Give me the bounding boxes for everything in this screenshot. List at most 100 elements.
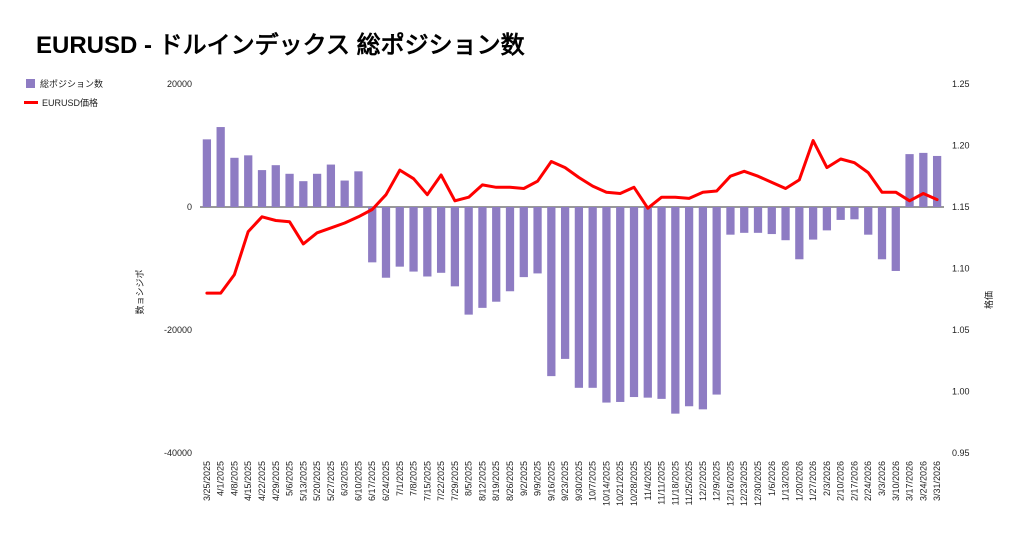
bar (202, 139, 212, 207)
x-tick-label: 6/3/2025 (340, 461, 350, 496)
legend-label-line: EURUSD価格 (42, 97, 98, 108)
price-line (205, 139, 939, 295)
bar (767, 207, 776, 235)
chart-title: EURUSD - ドルインデックス 総ポジション数 (36, 31, 526, 59)
x-tick-label: 9/23/2025 (560, 461, 570, 501)
bar (671, 207, 680, 414)
left-tick-label: 20000 (167, 79, 192, 89)
x-tick-label: 10/28/2025 (629, 461, 639, 506)
right-tick-label: 1.20 (952, 141, 970, 151)
x-tick-label: 5/6/2025 (285, 461, 295, 496)
x-tick-label: 3/10/2026 (891, 461, 901, 501)
bar (753, 207, 763, 233)
right-tick-label: 0.95 (952, 448, 970, 458)
x-tick-label: 1/20/2026 (794, 461, 804, 501)
x-tick-label: 12/9/2025 (712, 461, 722, 501)
bar (712, 207, 721, 395)
x-tick-label: 6/24/2025 (381, 461, 391, 501)
bar (423, 207, 432, 277)
x-tick-label: 3/24/2026 (918, 461, 928, 501)
legend-swatch-bars (26, 79, 35, 88)
x-tick-label: 8/26/2025 (505, 461, 515, 501)
bar (271, 165, 280, 207)
bar (354, 171, 363, 207)
line-series (205, 139, 939, 295)
x-tick-label: 4/22/2025 (257, 461, 267, 501)
legend-label-bars: 総ポジション数 (40, 78, 103, 89)
left-tick-label: 0 (187, 202, 192, 212)
x-tick-label: 6/17/2025 (367, 461, 377, 501)
bar (312, 173, 322, 207)
x-tick-label: 11/25/2025 (684, 461, 694, 505)
right-tick-label: 1.05 (952, 325, 970, 335)
left-tick-label: -20000 (164, 325, 192, 335)
x-tick-label: 5/13/2025 (298, 461, 308, 501)
x-tick-label: 7/29/2025 (450, 461, 460, 501)
bar (643, 207, 652, 398)
x-tick-label: 8/12/2025 (477, 461, 487, 501)
bar (216, 127, 225, 207)
bar (560, 207, 570, 359)
bar (299, 181, 308, 207)
bar (919, 152, 928, 207)
x-tick-label: 3/31/2026 (932, 461, 942, 501)
x-tick-label: 12/16/2025 (725, 461, 735, 506)
bar (905, 154, 914, 207)
right-axis-title: 格価 (983, 291, 994, 309)
x-tick-label: 9/9/2025 (533, 461, 543, 496)
bar (864, 207, 873, 235)
bar (519, 207, 528, 278)
bar (492, 207, 501, 302)
x-tick-label: 2/3/2026 (822, 461, 832, 496)
bar (891, 207, 900, 271)
bar (698, 207, 708, 410)
x-tick-label: 3/25/2025 (202, 461, 212, 501)
bar (478, 207, 487, 308)
x-tick-label: 11/11/2025 (657, 461, 667, 505)
x-tick-label: 7/15/2025 (422, 461, 432, 501)
bar (505, 207, 515, 292)
bar (464, 207, 473, 315)
bar (409, 207, 418, 272)
right-tick-label: 1.25 (952, 79, 970, 89)
x-tick-label: 2/17/2026 (849, 461, 859, 501)
x-tick-label: 2/24/2026 (863, 461, 873, 501)
x-tick-label: 4/15/2025 (243, 461, 253, 501)
left-axis-title: 数ョシジポ (134, 269, 145, 314)
x-tick-label: 10/21/2025 (615, 461, 625, 506)
bar (657, 207, 666, 399)
x-tick-label: 7/8/2025 (409, 461, 419, 496)
bar (726, 207, 735, 235)
x-tick-label: 5/27/2025 (326, 461, 336, 501)
left-tick-label: -40000 (164, 448, 192, 458)
x-tick-label: 3/17/2026 (905, 461, 915, 501)
bar (381, 207, 391, 278)
bar (285, 173, 294, 207)
bar (326, 164, 336, 207)
bar (340, 180, 349, 207)
x-tick-label: 8/5/2025 (464, 461, 474, 496)
bar (808, 207, 818, 240)
bar (588, 207, 597, 388)
x-tick-label: 1/27/2026 (808, 461, 818, 501)
x-tick-label: 7/22/2025 (436, 461, 446, 501)
x-tick-label: 1/6/2026 (767, 461, 777, 496)
bar (877, 207, 887, 260)
bar (836, 207, 845, 220)
x-tick-label: 4/8/2025 (229, 461, 239, 496)
x-tick-label: 12/23/2025 (739, 461, 749, 506)
x-tick-label: 10/14/2025 (601, 461, 611, 506)
x-tick-label: 4/29/2025 (271, 461, 281, 501)
x-tick-label: 12/2/2025 (698, 461, 708, 501)
right-tick-label: 1.10 (952, 264, 970, 274)
x-tick-label: 3/3/2026 (877, 461, 887, 496)
x-tick-label: 6/10/2025 (353, 461, 363, 501)
legend: 総ポジション数 EURUSD価格 (24, 78, 103, 108)
bar (450, 207, 460, 287)
x-tick-label: 9/30/2025 (574, 461, 584, 501)
x-tick-label: 9/16/2025 (546, 461, 556, 501)
bar (795, 207, 804, 260)
bar (230, 157, 239, 207)
x-tick-label: 11/18/2025 (670, 461, 680, 505)
